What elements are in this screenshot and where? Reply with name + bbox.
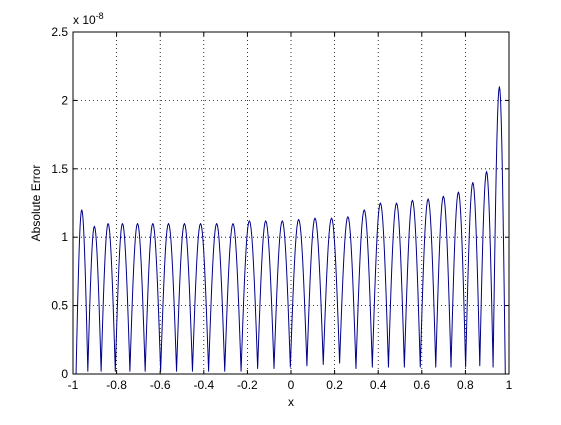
x-tick-label: 0 [288, 378, 295, 392]
x-tick-label: -0.2 [237, 378, 258, 392]
y-tick-label: 1.5 [51, 162, 68, 176]
y-tick-label: 2 [61, 93, 68, 107]
grid [73, 32, 509, 374]
x-axis-label: x [288, 395, 294, 409]
y-tick-label: 0.5 [51, 299, 68, 313]
x-tick-label: -1 [68, 378, 79, 392]
plot-area [73, 32, 509, 374]
x-tick-label: 0.6 [413, 378, 430, 392]
y-axis-label: Absolute Error [29, 165, 43, 242]
x-tick-label: -0.4 [193, 378, 214, 392]
y-tick-label: 1 [61, 230, 68, 244]
error-series-line [75, 86, 506, 375]
y-exponent-base: x 10 [73, 13, 96, 27]
x-tick-label: -0.8 [106, 378, 127, 392]
y-tick-label: 0 [61, 367, 68, 381]
x-tick-label: 0.8 [457, 378, 474, 392]
y-exponent-label: x 10-8 [73, 11, 104, 27]
x-tick-label: 0.4 [370, 378, 387, 392]
x-tick-label: 0.2 [326, 378, 343, 392]
y-tick-label: 2.5 [51, 25, 68, 39]
x-tick-label: -0.6 [150, 378, 171, 392]
y-exponent-power: -8 [96, 11, 104, 21]
x-tick-label: 1 [506, 378, 513, 392]
ticks: -1 -0.8 -0.6 -0.4 -0.2 0 0.2 0.4 0.6 0.8 1 0 0.5 1 1.5… [51, 25, 512, 392]
data-layer [75, 86, 506, 375]
